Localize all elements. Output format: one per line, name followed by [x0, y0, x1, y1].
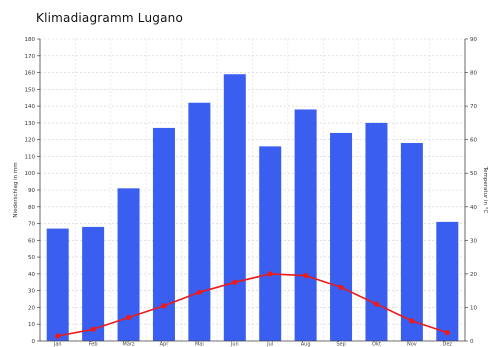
temperature-point-mai — [196, 289, 202, 295]
temperature-point-dez — [444, 330, 450, 336]
temperature-point-okt — [373, 301, 380, 307]
grid-lines — [40, 38, 465, 342]
temperature-point-nov — [409, 318, 415, 324]
temperature-point-apr — [161, 303, 167, 309]
category-label-aug: Aug — [301, 342, 311, 347]
tick-label-left: 30 — [28, 289, 35, 295]
category-label-okt: Okt — [372, 342, 381, 347]
temperature-point-jun — [232, 279, 238, 285]
axes — [37, 38, 468, 342]
y-axis-left-title: Niederschlag in mm — [13, 162, 19, 217]
tick-label-right: 30 — [470, 238, 477, 244]
tick-label-left: 140 — [25, 104, 36, 110]
precipitation-bar-nov — [400, 143, 423, 341]
tick-label-left: 80 — [28, 205, 35, 211]
precipitation-bar-dez — [436, 221, 459, 341]
tick-label-right: 50 — [470, 171, 477, 177]
tick-label-left: 60 — [28, 238, 35, 244]
category-label-apr: Apr — [160, 342, 170, 347]
temperature-point-jan — [55, 333, 61, 339]
precipitation-bar-jan — [46, 228, 69, 341]
temperature-point-sep — [338, 284, 344, 290]
precipitation-bar-jul — [259, 146, 282, 341]
tick-label-left: 100 — [25, 171, 36, 177]
tick-label-left: 180 — [25, 37, 36, 43]
category-label-jul: Jul — [266, 342, 273, 347]
category-label-jan: Jan — [53, 342, 62, 347]
precipitation-bar-okt — [365, 122, 388, 341]
tick-label-right: 90 — [470, 37, 477, 43]
tick-label-right: 20 — [470, 272, 477, 278]
tick-label-left: 160 — [25, 71, 36, 77]
tick-label-right: 70 — [470, 104, 477, 110]
tick-label-left: 20 — [28, 305, 35, 311]
tick-label-left: 120 — [25, 138, 36, 144]
category-label-märz: März — [123, 342, 135, 347]
chart-title: Klimadiagramm Lugano — [36, 11, 183, 25]
precipitation-bar-jun — [223, 74, 246, 341]
precipitation-bar-märz — [117, 188, 140, 341]
precipitation-bars — [46, 74, 459, 341]
temperature-polyline — [57, 273, 448, 337]
axis-labels: 0102030405060708090100110120130140150160… — [13, 37, 488, 347]
category-label-jun: Jun — [230, 342, 239, 347]
tick-label-left: 90 — [28, 188, 35, 194]
tick-label-left: 0 — [32, 339, 36, 345]
tick-label-left: 70 — [28, 222, 35, 228]
temperature-point-feb — [90, 326, 96, 332]
tick-label-right: 40 — [470, 205, 477, 211]
precipitation-bar-aug — [294, 109, 317, 341]
category-label-sep: Sep — [336, 342, 345, 347]
temperature-point-märz — [125, 314, 132, 321]
tick-label-left: 10 — [28, 322, 35, 328]
tick-label-left: 50 — [28, 255, 35, 261]
tick-label-left: 110 — [25, 154, 36, 160]
precipitation-bar-apr — [152, 127, 175, 341]
category-label-feb: Feb — [89, 342, 98, 347]
category-label-dez: Dez — [443, 342, 453, 347]
category-label-nov: Nov — [407, 342, 417, 347]
temperature-point-jul — [267, 271, 273, 277]
tick-label-right: 0 — [470, 339, 474, 345]
precipitation-bar-feb — [82, 226, 105, 341]
tick-label-right: 80 — [470, 71, 477, 77]
tick-label-right: 10 — [470, 305, 477, 311]
tick-label-left: 40 — [28, 272, 35, 278]
temperature-line — [55, 271, 450, 339]
tick-label-left: 170 — [25, 54, 36, 60]
precipitation-bar-mai — [188, 102, 211, 341]
precipitation-bar-sep — [330, 132, 353, 341]
tick-label-right: 60 — [470, 138, 477, 144]
y-axis-right-title: Temperatur in °C — [482, 166, 488, 214]
temperature-point-aug — [303, 272, 309, 279]
tick-label-left: 130 — [25, 121, 36, 127]
tick-label-left: 150 — [25, 87, 36, 93]
category-label-mai: Mai — [195, 342, 204, 347]
